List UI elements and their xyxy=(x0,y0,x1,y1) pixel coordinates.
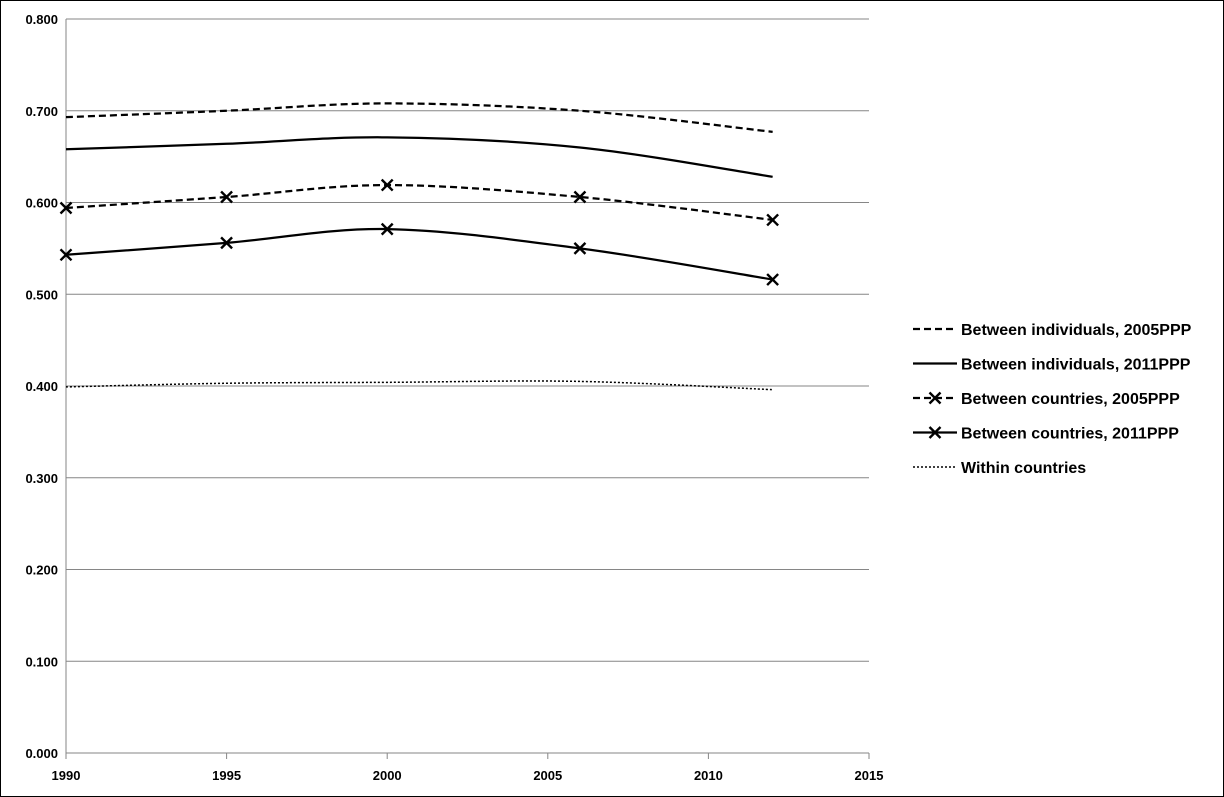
series-between-individuals-2005ppp xyxy=(65,102,773,133)
x-marker xyxy=(220,236,233,250)
x-tick-label: 1990 xyxy=(52,768,81,783)
y-tick-label: 0.400 xyxy=(25,379,58,394)
x-marker xyxy=(59,201,73,215)
y-tick-label: 0.200 xyxy=(25,563,58,578)
x-marker xyxy=(928,426,942,439)
legend-entry: Between individuals, 2011PPP xyxy=(913,357,1191,374)
x-marker xyxy=(573,190,587,204)
series-between-individuals-2011ppp xyxy=(65,136,773,178)
series-between-countries-2005ppp xyxy=(59,178,779,227)
x-tick-label: 2005 xyxy=(533,768,562,783)
x-marker xyxy=(766,213,779,227)
series-between-countries-2011ppp xyxy=(59,222,779,286)
legend-label: Within countries xyxy=(961,460,1086,477)
x-marker xyxy=(380,222,394,236)
legend-entry: Between countries, 2005PPP xyxy=(913,391,1180,408)
x-marker xyxy=(573,242,587,255)
y-tick-label: 0.800 xyxy=(25,12,58,27)
series-line xyxy=(65,380,773,391)
series-group xyxy=(59,102,779,391)
legend-label: Between countries, 2005PPP xyxy=(961,391,1180,408)
series-line xyxy=(65,227,773,281)
series-within-countries xyxy=(65,380,773,391)
legend-entry: Between individuals, 2005PPP xyxy=(913,322,1192,339)
legend-entry: Between countries, 2011PPP xyxy=(913,426,1179,443)
legend-label: Between individuals, 2011PPP xyxy=(961,357,1191,374)
axes: 0.000 0.100 0.200 0.300 0.400 0.500 0.600 0.700… xyxy=(25,12,883,783)
x-tick-label: 2015 xyxy=(855,768,884,783)
y-tick-label: 0.700 xyxy=(25,104,58,119)
series-line xyxy=(65,136,773,178)
series-line xyxy=(65,102,773,133)
x-marker xyxy=(928,391,942,405)
legend-entry: Within countries xyxy=(913,460,1086,477)
x-marker xyxy=(59,248,73,262)
x-tick-label: 1995 xyxy=(212,768,241,783)
y-tick-label: 0.300 xyxy=(25,471,58,486)
y-tick-label: 0.000 xyxy=(25,746,58,761)
x-marker xyxy=(220,190,233,204)
x-marker xyxy=(380,178,394,192)
legend-label: Between countries, 2011PPP xyxy=(961,426,1179,443)
gridlines xyxy=(66,18,869,662)
y-tick-label: 0.600 xyxy=(25,196,58,211)
y-tick-label: 0.500 xyxy=(25,287,58,302)
x-tick-label: 2010 xyxy=(694,768,723,783)
legend: Between individuals, 2005PPP Between indi… xyxy=(913,322,1192,477)
legend-label: Between individuals, 2005PPP xyxy=(961,322,1192,339)
x-tick-label: 2000 xyxy=(373,768,402,783)
y-tick-label: 0.100 xyxy=(25,654,58,669)
x-marker xyxy=(766,273,779,286)
